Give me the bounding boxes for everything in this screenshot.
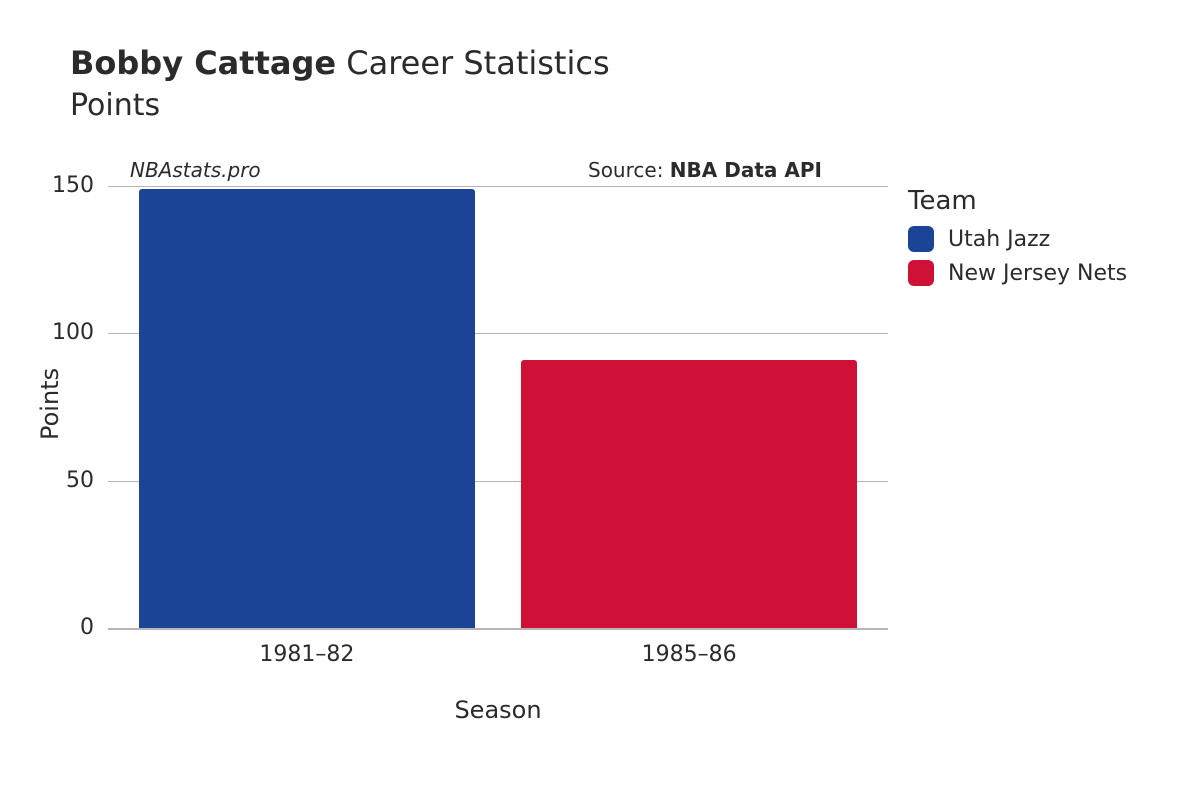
chart-bar — [139, 189, 474, 628]
legend-item: Utah Jazz — [908, 226, 1127, 252]
chart-bar — [521, 360, 856, 628]
chart-legend: Team Utah Jazz New Jersey Nets — [908, 186, 1127, 294]
chart-title-block: Bobby Cattage Career Statistics Points — [70, 44, 610, 123]
legend-item: New Jersey Nets — [908, 260, 1127, 286]
source-name: NBA Data API — [670, 158, 822, 182]
source-prefix: Source: — [588, 158, 670, 182]
watermark-text: NBAstats.pro — [130, 158, 261, 182]
x-axis-baseline — [108, 628, 888, 630]
chart-plot-area — [108, 186, 888, 628]
legend-title: Team — [908, 186, 1127, 216]
y-axis-label: Points — [36, 368, 64, 440]
y-tick-label: 100 — [38, 320, 94, 345]
legend-swatch — [908, 260, 934, 286]
legend-swatch — [908, 226, 934, 252]
source-attribution: Source: NBA Data API — [588, 158, 822, 182]
chart-subtitle: Points — [70, 88, 610, 123]
title-suffix: Career Statistics — [346, 44, 609, 82]
legend-label: New Jersey Nets — [948, 261, 1127, 286]
y-tick-label: 0 — [38, 615, 94, 640]
x-tick-label: 1981–82 — [207, 642, 407, 667]
y-tick-label: 150 — [38, 173, 94, 198]
x-tick-label: 1985–86 — [589, 642, 789, 667]
grid-line — [108, 186, 888, 187]
y-tick-label: 50 — [38, 468, 94, 493]
legend-label: Utah Jazz — [948, 227, 1050, 252]
chart-title-line1: Bobby Cattage Career Statistics — [70, 44, 610, 82]
player-name: Bobby Cattage — [70, 44, 336, 82]
x-axis-label: Season — [108, 696, 888, 724]
